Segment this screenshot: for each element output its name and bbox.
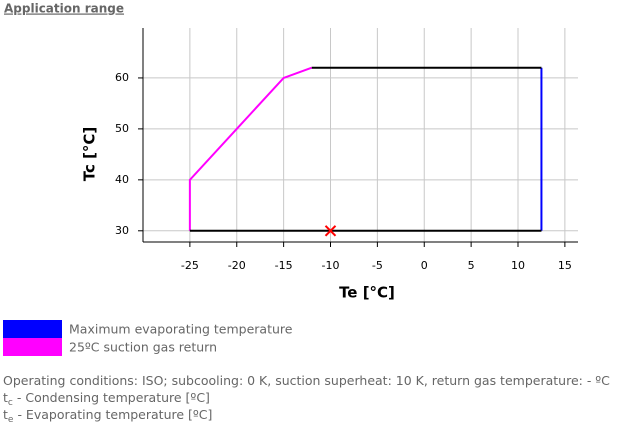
note: Operating conditions: ISO; subcooling: 0… — [3, 373, 610, 388]
y-tick-label: 30 — [115, 224, 129, 237]
y-tick-label: 60 — [115, 71, 129, 84]
legend-text: 25ºC suction gas return — [69, 340, 217, 355]
y-tick-label: 50 — [115, 122, 129, 135]
note-text: - Evaporating temperature [ºC] — [17, 407, 212, 422]
note: te - Evaporating temperature [ºC] — [3, 407, 212, 425]
legend-swatch — [3, 320, 62, 338]
note: tc - Condensing temperature [ºC] — [3, 390, 210, 408]
envelope-line — [188, 66, 313, 231]
x-tick-label: -20 — [228, 259, 246, 272]
note-text: - Condensing temperature [ºC] — [17, 390, 210, 405]
note-subscript: c — [8, 398, 13, 408]
x-tick-label: -10 — [322, 259, 340, 272]
legend-swatch — [3, 338, 62, 356]
legend-text: Maximum evaporating temperature — [69, 322, 293, 337]
cross-stroke — [324, 225, 337, 237]
operating-point — [324, 225, 337, 237]
x-tick-label: -25 — [181, 259, 199, 272]
y-tick-label: 40 — [115, 173, 129, 186]
note-symbol: t — [3, 407, 8, 422]
note-symbol: t — [3, 390, 8, 405]
x-tick-label: 5 — [468, 259, 475, 272]
x-tick-label: -5 — [372, 259, 383, 272]
x-tick-label: 0 — [421, 259, 428, 272]
note-subscript: e — [8, 415, 14, 425]
chart-title: Application range — [4, 2, 124, 16]
note-text: Operating conditions: ISO; subcooling: 0… — [3, 373, 610, 388]
x-tick-label: -15 — [275, 259, 293, 272]
x-axis-title: Te [°C] — [339, 284, 395, 302]
x-tick-label: 15 — [558, 259, 572, 272]
x-tick-label: 10 — [511, 259, 525, 272]
y-axis-title: Tc [°C] — [81, 127, 99, 182]
